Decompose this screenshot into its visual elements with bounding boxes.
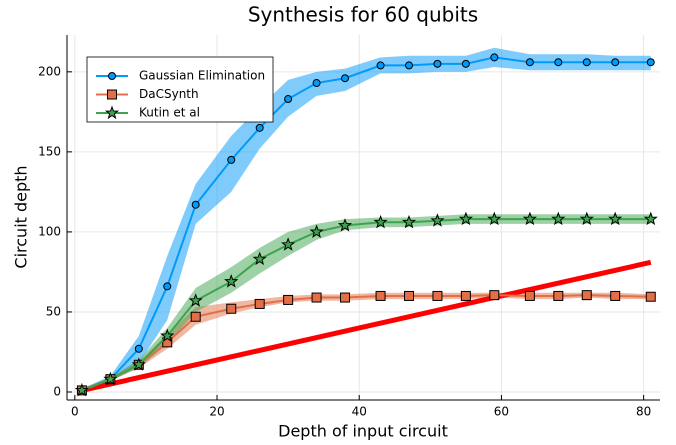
legend-label: Gaussian Elimination: [139, 69, 265, 83]
marker: [458, 211, 473, 226]
x-tick-label: 0: [71, 405, 79, 419]
marker: [490, 53, 499, 62]
marker: [309, 224, 324, 238]
marker: [643, 211, 658, 226]
marker: [461, 59, 470, 68]
marker: [373, 214, 388, 229]
marker: [432, 290, 443, 301]
marker: [224, 274, 239, 288]
series-line: [81, 56, 651, 392]
marker: [525, 58, 534, 67]
y-tick-label: 200: [38, 64, 61, 78]
marker: [405, 61, 414, 70]
marker: [376, 61, 385, 70]
marker: [252, 251, 267, 266]
reference-line: [81, 259, 652, 393]
marker: [401, 214, 417, 229]
marker: [255, 123, 264, 132]
marker: [460, 290, 471, 301]
marker: [104, 105, 120, 120]
marker: [283, 294, 294, 305]
marker: [134, 344, 143, 353]
marker: [579, 211, 594, 226]
marker: [108, 72, 116, 80]
legend-label: DaCSynth: [139, 87, 199, 101]
marker: [487, 211, 502, 226]
marker: [611, 58, 620, 67]
marker: [74, 382, 89, 397]
marker: [254, 298, 265, 309]
marker: [226, 303, 237, 314]
marker: [522, 211, 537, 226]
marker: [554, 58, 563, 67]
marker: [188, 293, 203, 307]
y-tick-label: 0: [53, 384, 61, 398]
marker: [311, 292, 322, 303]
marker: [524, 290, 535, 301]
marker: [375, 290, 386, 301]
marker: [430, 213, 445, 227]
marker: [160, 328, 175, 342]
x-axis-label: Depth of input circuit: [278, 422, 448, 441]
marker: [489, 290, 500, 301]
marker: [646, 58, 655, 67]
x-tick-label: 20: [209, 405, 224, 419]
marker: [581, 290, 592, 301]
marker: [582, 58, 591, 67]
marker: [553, 290, 564, 301]
marker: [131, 357, 146, 371]
marker: [610, 290, 621, 301]
x-tick-label: 80: [636, 405, 651, 419]
y-tick-label: 100: [38, 224, 61, 238]
y-tick-label: 150: [38, 144, 61, 158]
series-line: [81, 218, 651, 392]
y-axis-label: Circuit depth: [12, 165, 31, 268]
marker: [337, 218, 353, 232]
marker: [404, 290, 415, 301]
legend-label: Kutin et al: [139, 106, 200, 120]
marker: [433, 59, 442, 68]
marker: [284, 95, 293, 104]
marker: [281, 237, 296, 251]
marker: [163, 282, 172, 291]
marker: [107, 89, 117, 100]
marker: [340, 292, 351, 303]
chart-title: Synthesis for 60 qubits: [248, 3, 478, 27]
marker: [608, 211, 623, 226]
marker: [341, 74, 350, 83]
x-tick-label: 60: [494, 405, 509, 419]
marker: [551, 211, 566, 226]
y-tick-label: 50: [46, 304, 61, 318]
marker: [103, 371, 118, 386]
x-tick-label: 40: [352, 405, 367, 419]
marker: [645, 291, 656, 302]
marker: [191, 200, 200, 209]
marker: [312, 79, 321, 88]
marker: [227, 155, 236, 164]
marker: [190, 311, 201, 322]
